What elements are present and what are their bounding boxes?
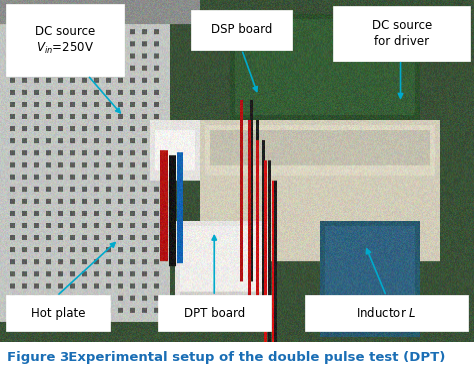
Text: Hot plate: Hot plate [31,306,85,320]
Text: DSP board: DSP board [211,23,273,36]
FancyBboxPatch shape [305,295,468,331]
FancyBboxPatch shape [6,5,124,76]
Text: Inductor $L$: Inductor $L$ [356,306,417,320]
FancyBboxPatch shape [191,9,292,50]
FancyBboxPatch shape [333,6,470,61]
Text: Experimental setup of the double pulse test (DPT): Experimental setup of the double pulse t… [59,351,446,364]
Text: Figure 3: Figure 3 [7,351,69,364]
FancyBboxPatch shape [158,295,271,331]
Text: DPT board: DPT board [184,306,245,320]
Text: DC source
$V_{in}$=250V: DC source $V_{in}$=250V [35,24,95,56]
FancyBboxPatch shape [6,295,110,331]
Text: DC source
for driver: DC source for driver [372,19,432,48]
